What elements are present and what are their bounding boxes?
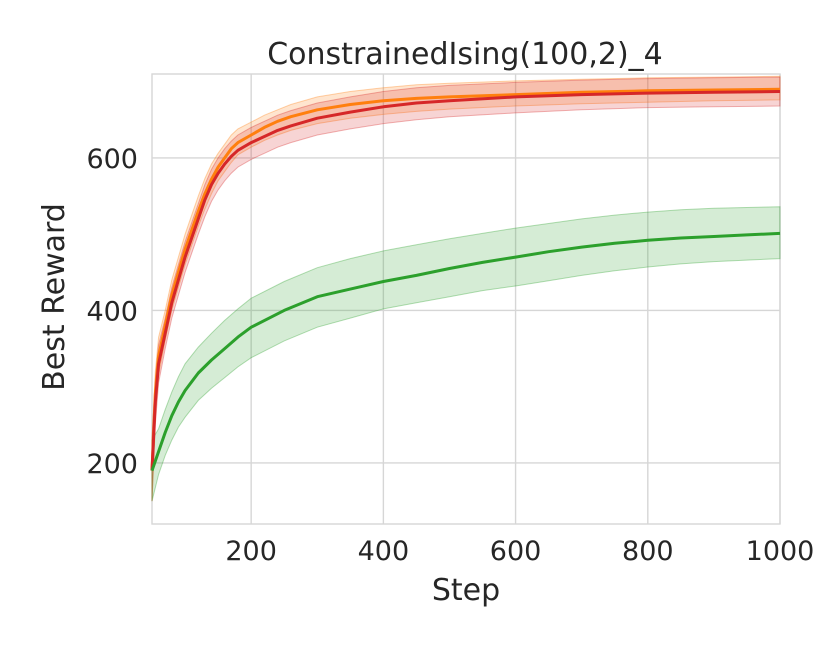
series-2-line xyxy=(150,231,781,472)
x-axis-label: Step xyxy=(432,573,500,608)
series-1-line xyxy=(150,90,781,471)
x-tick-label: 800 xyxy=(622,536,674,567)
series-2-band xyxy=(151,206,781,502)
series-1-band xyxy=(151,76,781,502)
series-0-band xyxy=(151,75,781,502)
x-tick-label: 400 xyxy=(358,536,410,567)
plot-area: 200 400 600 800 1000 200 400 600 xyxy=(86,73,815,567)
chart-title: ConstrainedIsing(100,2)_4 xyxy=(267,37,663,72)
plot-frame xyxy=(151,73,781,525)
x-tick-label: 200 xyxy=(225,536,277,567)
x-tick-label: 1000 xyxy=(746,536,815,567)
series-0-line xyxy=(150,87,781,471)
y-tick-label: 600 xyxy=(86,144,138,175)
x-tick-label: 600 xyxy=(490,536,542,567)
y-tick-label: 400 xyxy=(86,296,138,327)
y-tick-label: 200 xyxy=(86,449,138,480)
y-axis-label: Best Reward xyxy=(37,203,72,391)
